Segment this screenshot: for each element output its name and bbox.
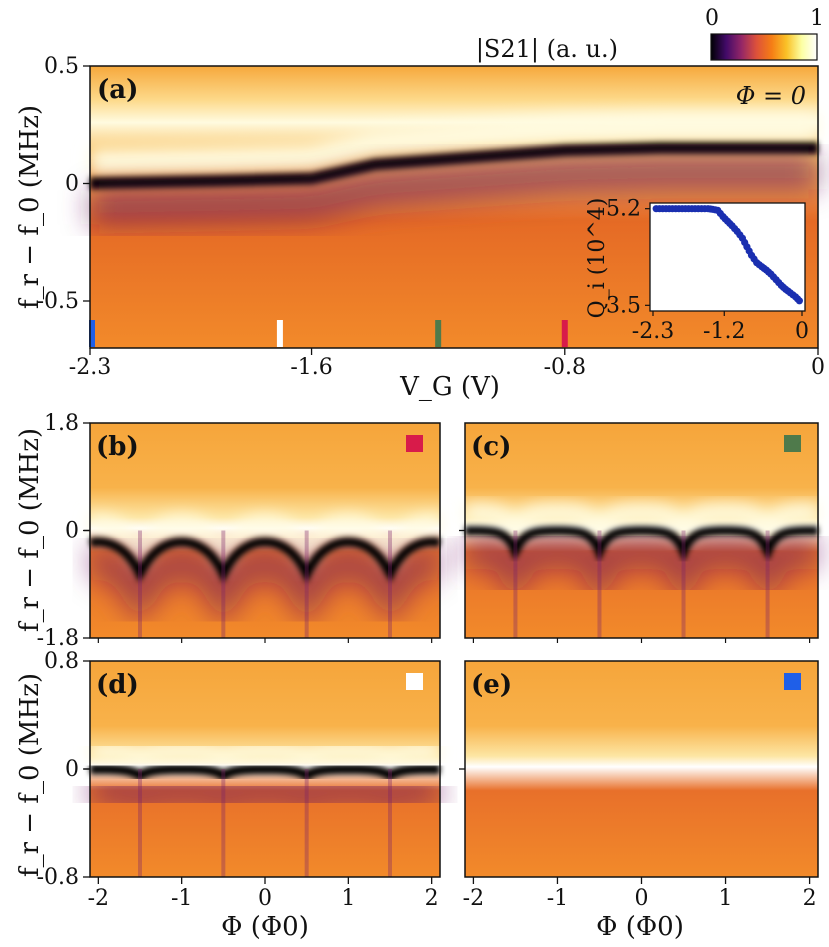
- colorbar-min-label: 0: [705, 6, 719, 31]
- inset-ticks: -2.3 -1.2 0 5.2 3.5: [606, 197, 809, 344]
- lower-fade: [90, 775, 440, 817]
- xtick-label: 1: [341, 886, 355, 911]
- panel-de-ylabel: f_r − f_0 (MHz): [15, 673, 45, 877]
- ytick-label: -1.8: [37, 626, 79, 651]
- panel-a-annotation: Φ = 0: [736, 82, 806, 110]
- panel-a-ticks: -2.3 -1.6 -0.8 0 0.5 0 -0.5: [37, 54, 825, 380]
- inset-ytick-label: 3.5: [606, 293, 641, 318]
- vg-marker-e: [89, 320, 95, 347]
- inset-point: [795, 297, 804, 305]
- resonance-line: [90, 764, 440, 782]
- dip-streak: [221, 769, 226, 877]
- inset-xtick-label: -2.3: [632, 319, 674, 344]
- panel-b: (b): [84, 422, 444, 639]
- xtick-label: 0: [635, 886, 649, 911]
- panel-label: (d): [96, 670, 139, 700]
- colorbar-max-label: 1: [810, 6, 824, 31]
- vg-indicator-square: [406, 673, 423, 690]
- colorbar-gradient: [710, 33, 818, 61]
- resonance-line: [465, 526, 818, 562]
- panel-a-frame: [89, 65, 819, 349]
- vg-marker-c: [435, 320, 442, 347]
- panel-d-xlabel: Φ (Φ0): [221, 912, 309, 942]
- inset-xtick-label: -1.2: [703, 319, 745, 344]
- dip-streak: [138, 530, 142, 638]
- dip-streak: [388, 530, 392, 638]
- xtick-label: 0: [258, 886, 272, 911]
- inset-qi: -2.3 -1.2 0 5.2 3.5 Q_i (10^4): [585, 197, 809, 344]
- dip-streak: [597, 530, 602, 638]
- upper-glow: [465, 503, 818, 555]
- ytick-label: 0: [65, 757, 79, 782]
- a-ytick-label: -0.5: [37, 289, 79, 314]
- lower-panels: (b) (c) (d) (e): [84, 422, 819, 878]
- dip-streak: [221, 530, 226, 638]
- vg-indicator-square: [784, 673, 801, 690]
- colorbar-label: |S21| (a. u.): [476, 35, 618, 64]
- panel-a-ylabel: f_r − f_0 (MHz): [15, 105, 45, 309]
- panel-e: (e): [459, 660, 819, 878]
- panel-e-xlabel: Φ (Φ0): [596, 912, 684, 942]
- dip-streak: [765, 530, 770, 638]
- panel-a-label: (a): [97, 75, 138, 105]
- xtick-label: -2: [463, 886, 484, 911]
- vg-indicator-square: [784, 435, 801, 452]
- vg-indicator-square: [406, 435, 423, 452]
- a-ytick-label: 0: [65, 172, 79, 197]
- dip-streak: [304, 769, 309, 877]
- upper-glow: [87, 514, 443, 575]
- a-xtick-label: 0: [811, 355, 825, 380]
- panel-label: (b): [96, 432, 139, 462]
- panel-bc-ylabel: f_r − f_0 (MHz): [15, 428, 45, 632]
- vg-marker-d: [276, 320, 283, 347]
- ytick-label: -0.8: [37, 865, 79, 890]
- panel-c: (c): [459, 422, 819, 639]
- dip-streak: [388, 769, 392, 877]
- resonance-line: [88, 537, 442, 584]
- ytick-label: 0.8: [44, 649, 79, 674]
- lower-fade: [86, 547, 444, 629]
- xtick-label: -1: [547, 886, 568, 911]
- panel-label: (c): [471, 432, 511, 462]
- panel-a-xlabel: V_G (V): [399, 372, 500, 402]
- dip-streak: [513, 530, 518, 638]
- a-xtick-label: -0.8: [544, 355, 586, 380]
- panel-label: (e): [471, 670, 512, 700]
- dip-streak: [138, 769, 142, 877]
- panel-d: (d): [84, 660, 441, 878]
- panel-a-upper-glow: [89, 113, 818, 175]
- lower-ticks: 1.8 0 -1.80.8 0 -0.8 -2 -1 0 1 2 -2 -1 0 1 2: [37, 411, 817, 911]
- lower-fade: [465, 536, 818, 612]
- xtick-label: -1: [171, 886, 192, 911]
- xtick-label: 2: [803, 886, 817, 911]
- inset-ylabel: Q_i (10^4): [585, 198, 610, 319]
- inset-points: [652, 205, 804, 305]
- panel-a-lower-fade: [89, 155, 818, 225]
- dip-streak: [681, 530, 686, 638]
- ytick-label: 1.8: [44, 411, 79, 436]
- upper-glow: [90, 742, 440, 769]
- a-xtick-label: -2.3: [69, 355, 111, 380]
- ytick-label: 0: [65, 519, 79, 544]
- inset-ytick-label: 5.2: [606, 197, 641, 222]
- xtick-label: 1: [719, 886, 733, 911]
- xtick-label: 2: [425, 886, 439, 911]
- a-xtick-label: -1.6: [290, 355, 332, 380]
- panel-a-resonance-line: [89, 142, 818, 190]
- a-ytick-label: 0.5: [44, 54, 79, 79]
- panel-a-markers: [89, 320, 568, 347]
- inset-xtick-label: 0: [795, 319, 809, 344]
- vg-marker-b: [561, 320, 568, 347]
- panel-a: (a) Φ = 0 -2.3 -1.6 -0.8 00.50-0.5 V_G (V) …: [37, 54, 825, 402]
- dip-streak: [304, 530, 309, 638]
- colorbar: |S21| (a. u.) 0 1: [476, 6, 824, 64]
- xtick-label: -2: [88, 886, 109, 911]
